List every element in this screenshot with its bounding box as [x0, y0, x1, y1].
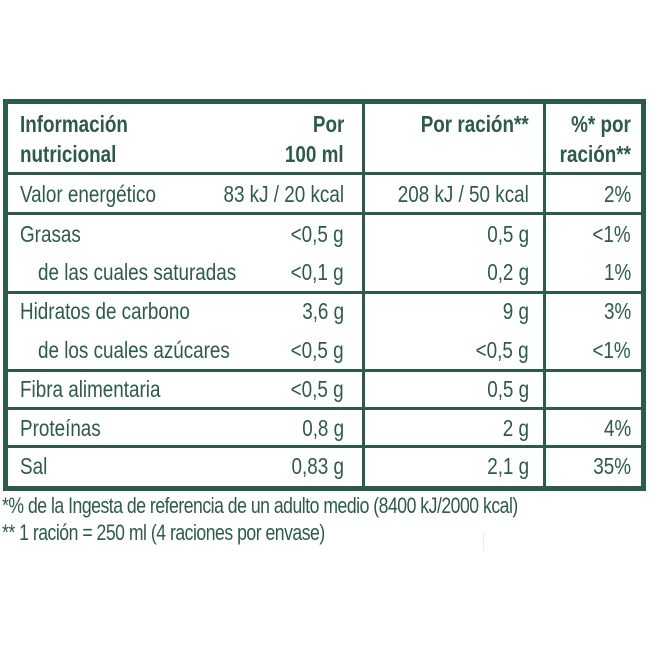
header-per-100ml-line2: 100 ml	[285, 141, 344, 167]
row-label-indented: de los cuales azúcares	[38, 337, 230, 363]
row-label: Valor energético	[20, 181, 156, 207]
row-per-100ml: <0,5 g	[291, 337, 344, 363]
column-divider-2	[543, 104, 546, 486]
row-label-indented: de las cuales saturadas	[38, 259, 237, 285]
row-label: Sal	[20, 453, 48, 479]
row-per-serving: 2 g	[502, 415, 529, 441]
row-label: Grasas	[20, 221, 81, 247]
row-divider	[8, 445, 641, 448]
row-pct: <1%	[592, 221, 631, 247]
row-per-100ml: <0,1 g	[291, 259, 344, 285]
row-per-serving: 0,2 g	[487, 259, 529, 285]
footnote-reference-intake: *% de la Ingesta de referencia de un adu…	[2, 493, 518, 518]
row-per-100ml: <0,5 g	[291, 376, 344, 402]
row-pct: 1%	[603, 259, 631, 285]
row-label: Hidratos de carbono	[20, 298, 190, 324]
row-per-100ml: 3,6 g	[302, 298, 344, 324]
row-per-100ml: 83 kJ / 20 kcal	[223, 181, 344, 207]
row-per-100ml: 0,83 g	[291, 453, 344, 479]
header-pct-line1: %* por	[571, 111, 631, 137]
header-nutrition-info-line1: Información	[20, 111, 128, 137]
nutrition-facts-table: Información nutricional Por 100 ml Por r…	[3, 99, 646, 491]
row-divider	[8, 369, 641, 372]
row-label: Fibra alimentaria	[20, 376, 161, 402]
row-divider	[8, 212, 641, 215]
footnote-serving-size: ** 1 ración = 250 ml (4 raciones por env…	[2, 520, 325, 545]
header-nutrition-info-line2: nutricional	[20, 141, 117, 167]
row-per-serving: 0,5 g	[487, 221, 529, 247]
row-label: Proteínas	[20, 415, 101, 441]
row-per-serving: 208 kJ / 50 kcal	[397, 181, 529, 207]
row-pct: 3%	[603, 298, 631, 324]
row-per-serving: <0,5 g	[476, 337, 529, 363]
row-divider	[8, 407, 641, 410]
row-per-100ml: <0,5 g	[291, 221, 344, 247]
header-divider	[8, 172, 641, 175]
row-divider	[8, 291, 641, 294]
row-per-serving: 9 g	[502, 298, 529, 324]
faint-mark	[483, 532, 484, 550]
header-per-serving: Por ración**	[421, 111, 529, 137]
row-per-serving: 0,5 g	[487, 376, 529, 402]
column-divider-1	[362, 104, 365, 486]
row-pct: <1%	[592, 337, 631, 363]
row-per-serving: 2,1 g	[487, 453, 529, 479]
row-per-100ml: 0,8 g	[302, 415, 344, 441]
row-pct: 4%	[603, 415, 631, 441]
row-pct: 35%	[593, 453, 631, 479]
row-pct: 2%	[603, 181, 631, 207]
header-pct-line2: ración**	[559, 141, 631, 167]
header-per-100ml-line1: Por	[312, 111, 344, 137]
